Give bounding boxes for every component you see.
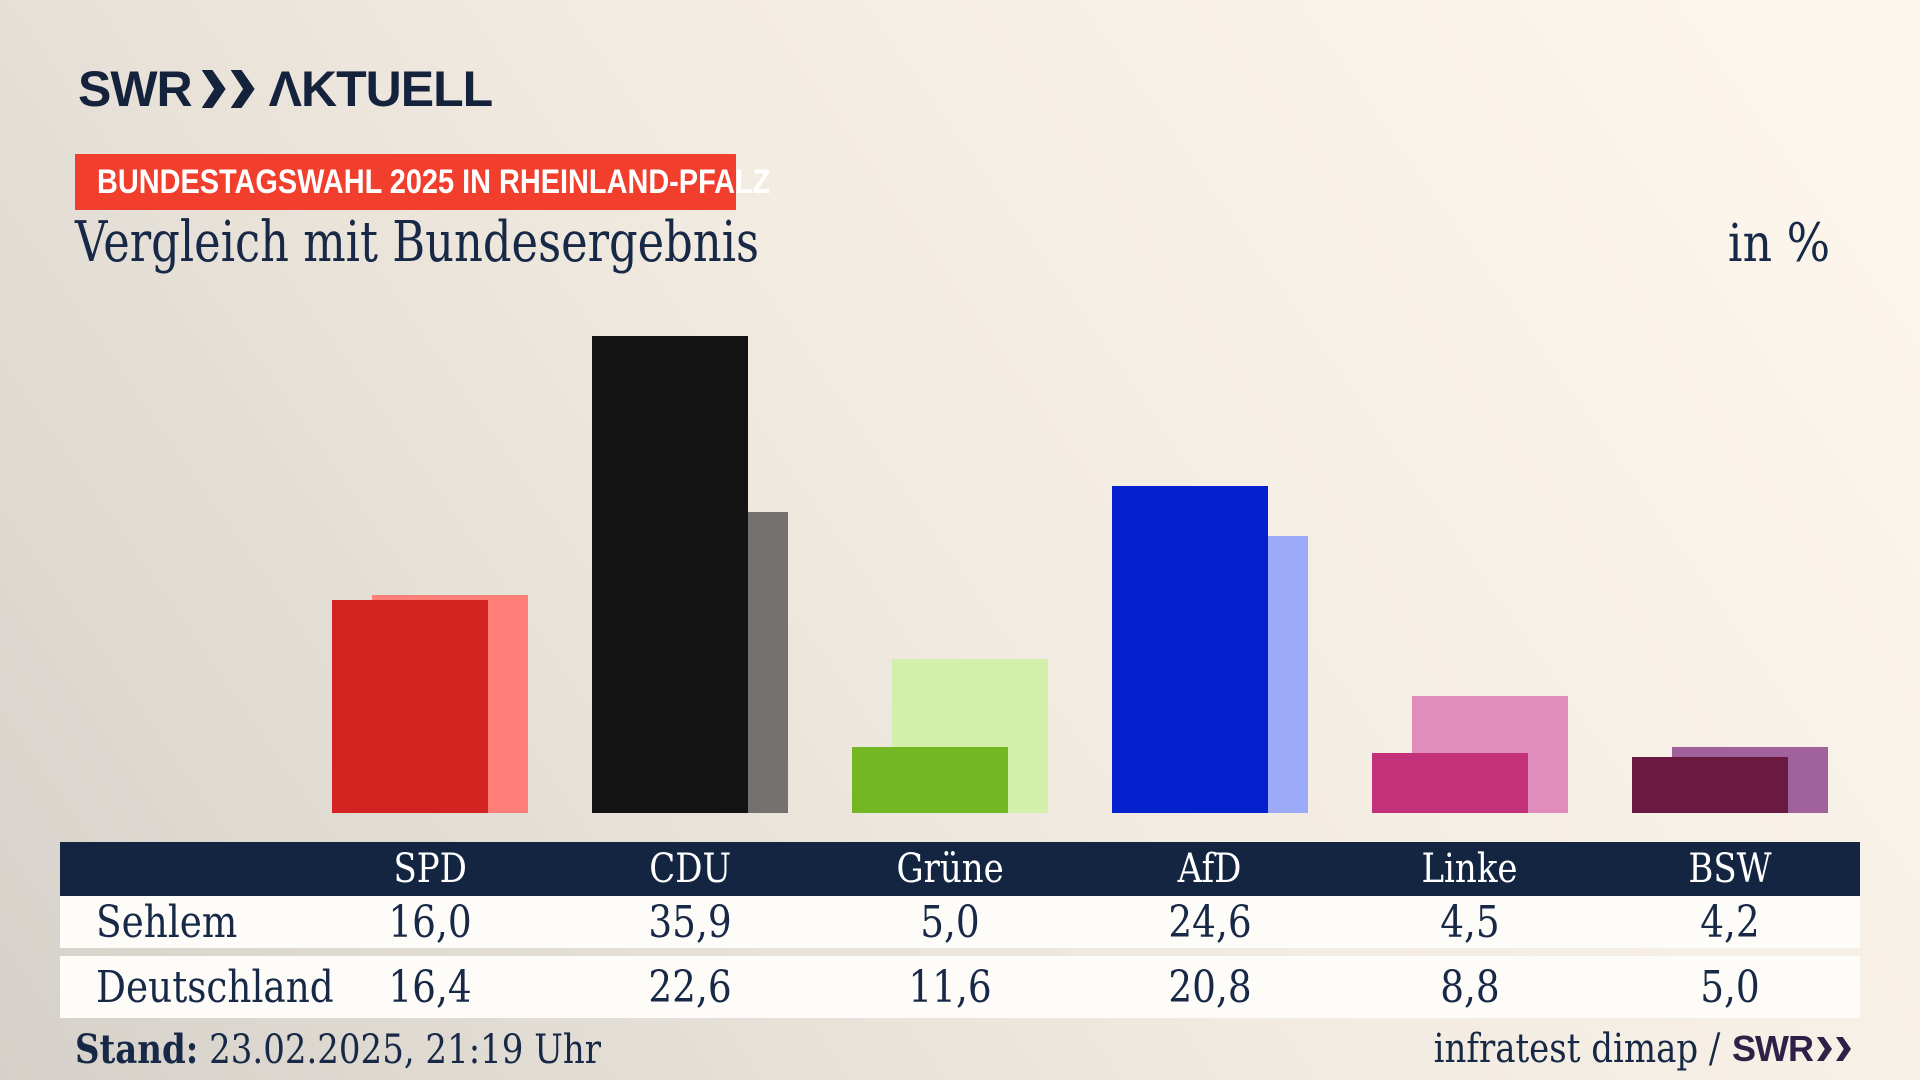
table-cell: 5,0: [1700, 961, 1760, 1013]
table-cell: 4,2: [1700, 896, 1760, 948]
chevron-right-icon: [1836, 1037, 1851, 1061]
table-row-sehlem: Sehlem 16,0 35,9 5,0 24,6 4,5 4,2: [60, 896, 1860, 948]
table-header-cell-cdu: CDU: [649, 846, 731, 892]
chevron-right-icon: [201, 70, 226, 108]
source-credit: infratest dimap / SWR: [1383, 1026, 1851, 1072]
table-cell: 24,6: [1168, 896, 1252, 948]
table-cell: 35,9: [648, 896, 732, 948]
table-header-cell-grüne: Grüne: [896, 846, 1004, 892]
logo-aktuell-text: ΛKTUELL: [268, 61, 494, 117]
logo-chevrons: [201, 70, 255, 108]
table-cell: 11,6: [908, 961, 992, 1013]
table-header-cell-bsw: BSW: [1688, 846, 1772, 892]
row-label: Sehlem: [96, 896, 238, 948]
bar-sehlem-cdu: [592, 335, 748, 813]
results-table: SPD CDU Grüne AfD Linke BSW Sehlem 16,0 35,9 5,0…: [60, 842, 1860, 1018]
table-header-cell-spd: SPD: [393, 846, 467, 892]
table-row-deutschland: Deutschland 16,4 22,6 11,6 20,8 8,8 5,0: [60, 956, 1860, 1018]
source-text: infratest dimap /: [1433, 1026, 1720, 1072]
bar-sehlem-afd: [1112, 485, 1268, 813]
bar-sehlem-bsw: [1632, 757, 1788, 813]
table-header-row: SPD CDU Grüne AfD Linke BSW: [60, 842, 1860, 896]
table-cell: 16,0: [388, 896, 472, 948]
table-cell: 22,6: [648, 961, 732, 1013]
logo-swr-text: SWR: [78, 61, 193, 117]
table-cell: 20,8: [1168, 961, 1252, 1013]
table-cell: 4,5: [1440, 896, 1500, 948]
election-badge-label: BUNDESTAGSWAHL 2025 IN RHEINLAND-PFALZ: [97, 162, 771, 201]
election-badge: BUNDESTAGSWAHL 2025 IN RHEINLAND-PFALZ: [75, 154, 770, 210]
swr-aktuell-logo: SWR ΛKTUELL: [78, 61, 494, 117]
chevron-right-icon: [230, 70, 255, 108]
bar-sehlem-linke: [1372, 753, 1528, 813]
timestamp-label: Stand:: [75, 1026, 199, 1073]
swr-mini-logo: SWR: [1732, 1028, 1851, 1070]
bar-sehlem-spd: [332, 600, 488, 813]
chevron-right-icon: [1817, 1037, 1832, 1061]
bar-sehlem-grüne: [852, 746, 1008, 813]
chart-title: Vergleich mit Bundesergebnis: [75, 210, 760, 275]
timestamp-value: 23.02.2025, 21:19 Uhr: [198, 1027, 602, 1073]
table-header-cell-linke: Linke: [1421, 846, 1519, 892]
unit-label: in %: [1727, 214, 1830, 274]
table-cell: 16,4: [388, 961, 472, 1013]
row-label: Deutschland: [96, 961, 334, 1013]
table-header-cell-afd: AfD: [1178, 846, 1242, 892]
table-cell: 8,8: [1440, 961, 1500, 1013]
table-cell: 5,0: [920, 896, 980, 948]
table-header-spacer: [60, 842, 300, 896]
timestamp: Stand: 23.02.2025, 21:19 Uhr: [75, 1026, 694, 1073]
